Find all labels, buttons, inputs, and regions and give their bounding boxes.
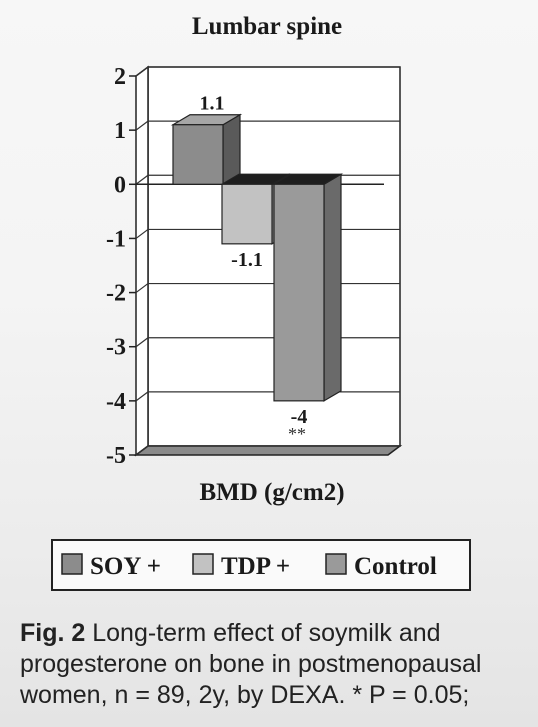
- y-tick-label: -4: [106, 389, 126, 415]
- plot-floor: [133, 445, 403, 456]
- figure-label: Fig. 2: [20, 619, 86, 647]
- gridline: [135, 66, 400, 77]
- bar-side-face: [222, 113, 241, 186]
- legend-label-control: Control: [354, 553, 437, 580]
- gridline: [135, 445, 400, 456]
- bar-value-label: 1.1: [200, 93, 225, 115]
- bar-control: [271, 173, 344, 402]
- bar-front-face: [172, 124, 224, 185]
- legend: SOY + TDP + Control: [51, 539, 471, 591]
- figure-caption: Fig. 2 Long-term effect of soymilk and p…: [20, 618, 525, 711]
- legend-box: [51, 539, 471, 591]
- bar-value-label: -4: [291, 406, 308, 428]
- x-axis-label: BMD (g/cm2): [199, 479, 344, 506]
- y-tick-label: 0: [114, 172, 126, 198]
- legend-swatch-tdp: [192, 553, 214, 575]
- bar-front-face: [221, 183, 273, 245]
- bar-side-face: [323, 173, 342, 402]
- y-tick-label: 2: [114, 64, 126, 90]
- bars: [170, 113, 344, 402]
- bar-soy: [170, 113, 243, 186]
- y-tick-label: -3: [106, 335, 126, 361]
- chart-title: Lumbar spine: [192, 13, 342, 40]
- y-tick-label: -1: [106, 226, 126, 252]
- figure-caption-text: Long-term effect of soymilk and progeste…: [20, 619, 482, 709]
- y-tick-label: -2: [106, 281, 126, 307]
- y-tick-label: 1: [114, 118, 126, 144]
- legend-swatch-soy: [61, 553, 83, 575]
- legend-swatch-control: [325, 553, 347, 575]
- bar-value-label: -1.1: [231, 249, 263, 271]
- legend-label-soy: SOY +: [90, 553, 161, 580]
- gridline: [135, 120, 400, 131]
- y-axis-tick-labels: 2 1 0 -1 -2 -3 -4 -5: [106, 64, 126, 469]
- significance-annotation: **: [288, 424, 306, 444]
- bar-value-labels: 1.1 -1.1 -4: [200, 93, 308, 428]
- bar-front-face: [273, 183, 325, 402]
- legend-label-tdp: TDP +: [221, 553, 290, 580]
- y-tick-label: -5: [106, 443, 126, 469]
